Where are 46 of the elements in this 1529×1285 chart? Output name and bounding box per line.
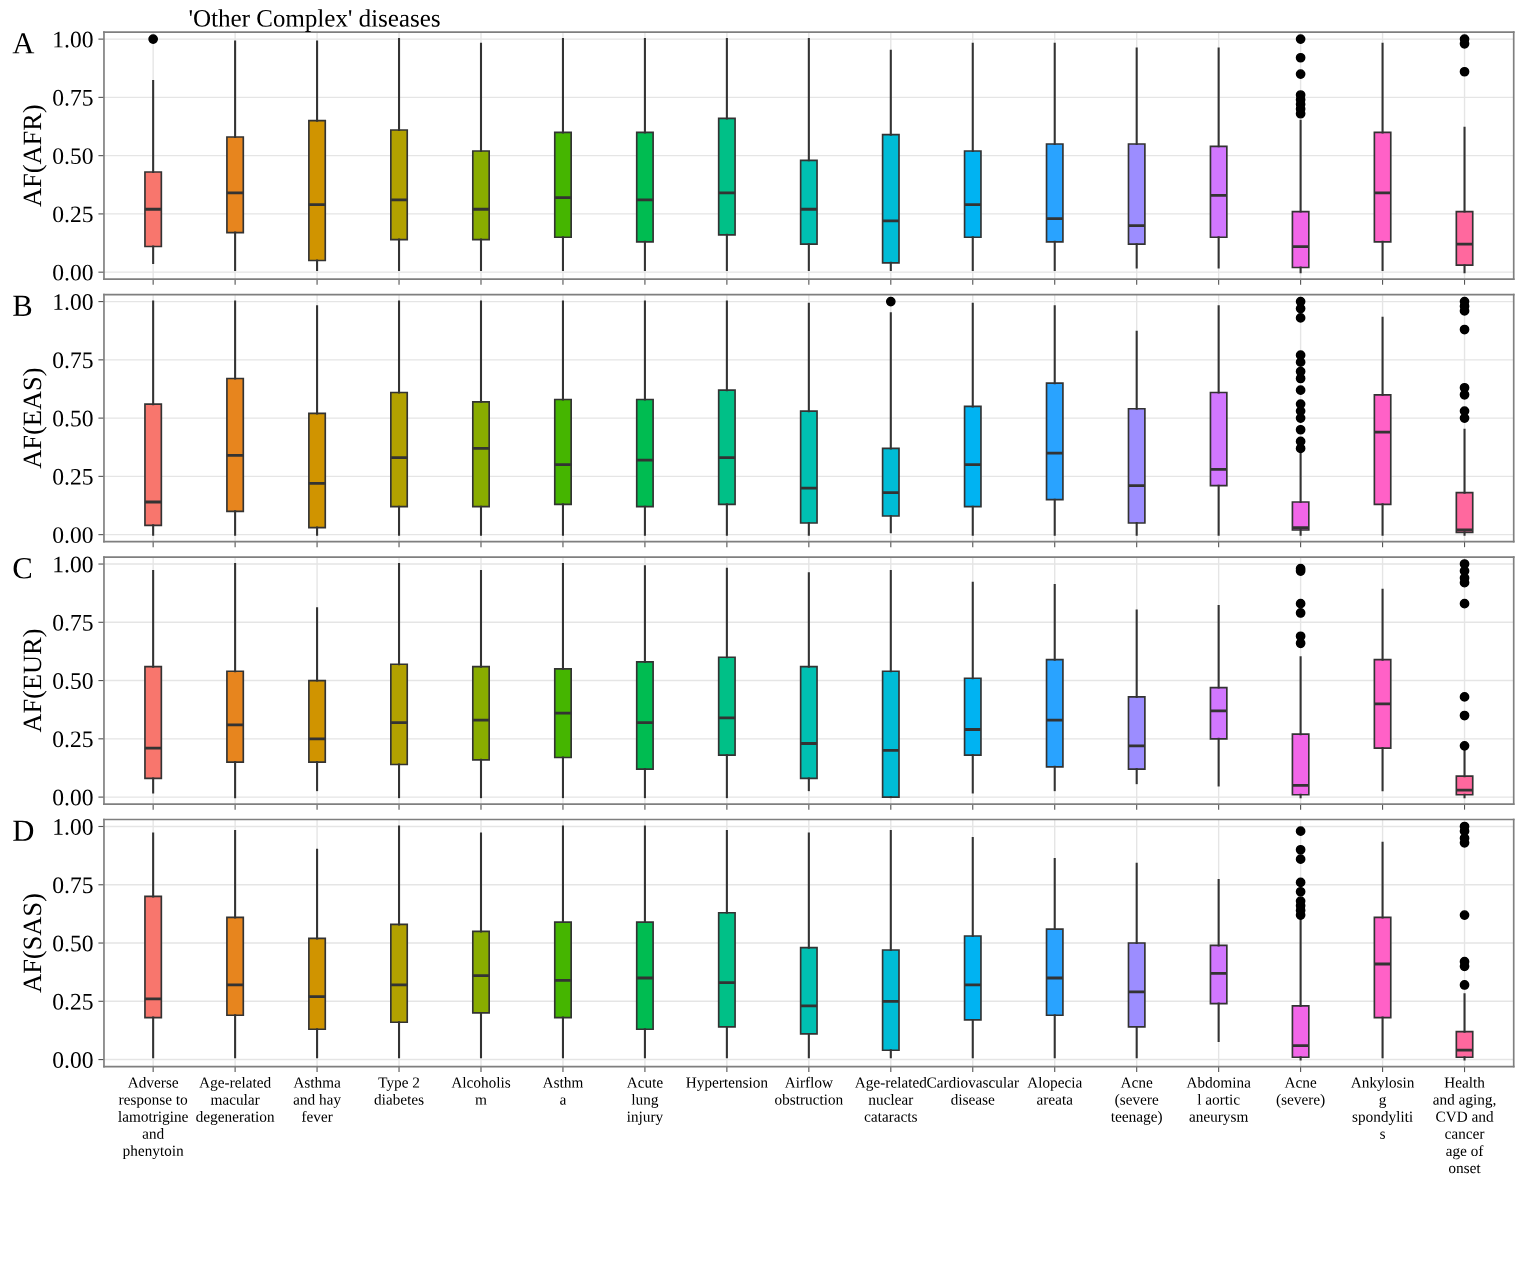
text: D (13, 820, 34, 841)
y-tick-label: 1.00 (54, 556, 93, 573)
y-tick-label: 0.75 (53, 89, 93, 106)
y-tick-label: 0.00 (53, 1052, 93, 1069)
y-tick-label: 0.00 (53, 264, 93, 281)
chart-title: 'Other Complex' diseases (189, 9, 440, 32)
y-tick-label: 0.50 (53, 148, 93, 165)
x-tick-label: Acute lung injury (626, 1077, 664, 1125)
y-tick-label: 0.50 (53, 673, 93, 690)
text: C (13, 558, 32, 579)
y-tick-label: 1.00 (54, 294, 93, 311)
y-axis-title: AF(AFR) (22, 105, 47, 207)
x-tick-label: Age-related macular degeneration (196, 1076, 275, 1125)
y-tick-label: 0.00 (53, 527, 93, 544)
x-tick-label: Asthm a (542, 1076, 584, 1105)
y-tick-label: 0.25 (53, 993, 93, 1010)
y-tick-label: 0.25 (53, 206, 93, 223)
text: B (13, 295, 32, 316)
x-tick-label: Abdomina l aortic aneurysm (1186, 1076, 1251, 1125)
y-tick-label: 0.75 (53, 352, 93, 369)
x-tick-label: Ankylosin g spondyliti s (1350, 1076, 1415, 1139)
y-tick-label: 0.75 (53, 614, 93, 631)
x-tick-label: Airflow obstruction (775, 1076, 843, 1105)
x-tick-label: Hypertension (686, 1077, 768, 1091)
y-tick-label: 0.25 (53, 468, 93, 485)
x-tick-label: Acne (severe teenage) (1110, 1077, 1162, 1125)
x-tick-label: Adverse response to lamotrigine and phenytoin (118, 1076, 188, 1160)
x-tick-label: Acne (severe) (1276, 1077, 1325, 1108)
y-tick-label: 0.50 (53, 935, 93, 952)
x-tick-label: Asthma and hay fever (293, 1076, 341, 1122)
y-axis-title: AF(EUR) (22, 629, 47, 733)
x-tick-label: Alopecia areata (1027, 1076, 1083, 1105)
x-tick-label: Health and aging, CVD and cancer age of onset (1433, 1076, 1496, 1174)
y-axis-title: AF(SAS) (22, 894, 47, 993)
y-tick-label: 0.50 (53, 410, 93, 427)
y-tick-label: 0.00 (53, 789, 93, 806)
y-tick-label: 1.00 (54, 31, 93, 48)
y-axis-title: AF(EAS) (22, 368, 47, 469)
x-tick-label: Age-related nuclear cataracts (854, 1076, 927, 1122)
x-tick-label: Type 2 diabetes (374, 1077, 424, 1105)
y-tick-label: 0.25 (53, 731, 93, 748)
text: A (12, 33, 35, 54)
y-tick-label: 1.00 (54, 818, 93, 836)
y-tick-label: 0.75 (53, 877, 93, 894)
x-tick-label: Alcoholis m (451, 1076, 511, 1105)
x-tick-label: Cardiovascular disease (927, 1076, 1019, 1105)
